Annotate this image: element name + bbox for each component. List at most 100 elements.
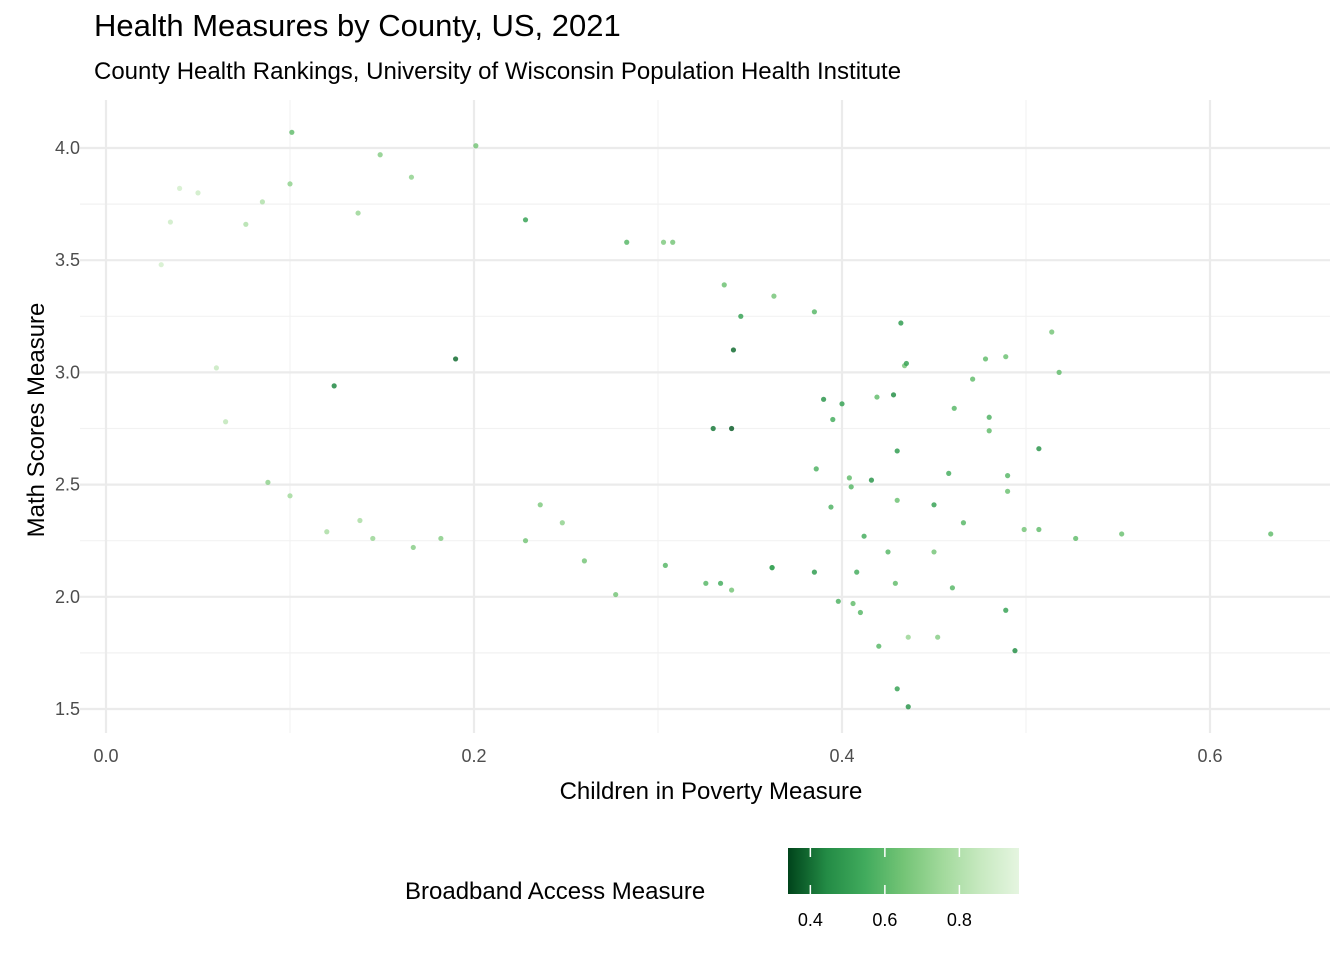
data-point xyxy=(835,598,841,604)
y-axis-title: Math Scores Measure xyxy=(23,303,50,538)
data-point xyxy=(259,199,265,205)
data-point xyxy=(410,544,416,551)
data-point xyxy=(177,185,183,191)
data-point xyxy=(660,239,667,245)
data-point xyxy=(885,549,891,555)
data-point xyxy=(850,600,856,607)
data-point xyxy=(771,293,777,299)
x-axis-ticks: 0.0 0.2 0.4 0.6 xyxy=(93,746,1222,766)
data-point xyxy=(710,425,716,432)
data-point xyxy=(213,365,219,371)
data-point xyxy=(581,558,588,564)
data-point xyxy=(951,405,957,411)
data-point xyxy=(1049,329,1055,335)
data-point xyxy=(905,704,911,710)
data-point xyxy=(624,239,630,245)
legend-tick-label: 0.8 xyxy=(947,910,972,930)
data-point xyxy=(721,282,727,288)
y-tick-label: 2.5 xyxy=(55,475,80,495)
data-point xyxy=(357,517,363,524)
data-point xyxy=(438,535,444,542)
data-points xyxy=(158,129,1274,710)
data-point xyxy=(522,217,529,223)
data-point xyxy=(537,502,543,508)
y-tick-label: 4.0 xyxy=(55,138,80,158)
data-point xyxy=(905,634,911,640)
legend-tick-label: 0.6 xyxy=(872,910,897,930)
y-tick-label: 1.5 xyxy=(55,699,80,719)
data-point xyxy=(970,376,976,382)
data-point xyxy=(874,394,880,400)
data-point xyxy=(868,477,875,483)
y-axis-ticks: 1.5 2.0 2.5 3.0 3.5 4.0 xyxy=(55,138,80,719)
data-point xyxy=(846,475,852,481)
data-point xyxy=(377,152,383,158)
x-tick-label: 0.0 xyxy=(93,746,118,766)
data-point xyxy=(982,356,989,362)
y-tick-label: 2.0 xyxy=(55,587,80,607)
data-point xyxy=(738,313,744,319)
data-point xyxy=(946,470,952,476)
data-point xyxy=(331,383,337,389)
data-point xyxy=(857,609,864,616)
data-point xyxy=(195,190,201,196)
data-point xyxy=(931,549,937,555)
data-point xyxy=(370,535,376,542)
data-point xyxy=(876,643,882,649)
data-point xyxy=(1021,526,1027,533)
data-point xyxy=(769,565,775,571)
data-point xyxy=(903,360,910,367)
data-point xyxy=(1119,531,1125,537)
y-tick-label: 3.0 xyxy=(55,362,80,382)
data-point xyxy=(894,448,900,454)
major-gridlines xyxy=(80,100,1330,733)
data-point xyxy=(839,401,845,407)
legend-ticks: 0.4 0.6 0.8 xyxy=(798,848,972,930)
data-point xyxy=(613,591,619,598)
data-point xyxy=(931,502,937,508)
data-point xyxy=(287,181,293,187)
data-point xyxy=(811,309,818,315)
color-legend: Broadband Access Measure 0.4 0.6 0.8 xyxy=(405,848,1019,930)
data-point xyxy=(811,569,818,575)
data-point xyxy=(986,428,992,434)
data-point xyxy=(287,493,293,499)
data-point xyxy=(1003,354,1009,360)
data-point xyxy=(717,580,724,586)
data-point xyxy=(1073,535,1079,542)
data-point xyxy=(861,533,867,539)
data-point xyxy=(265,479,271,485)
data-point xyxy=(729,425,735,432)
minor-gridlines xyxy=(80,100,1330,733)
legend-tick-label: 0.4 xyxy=(798,910,823,930)
data-point xyxy=(892,580,898,586)
data-point xyxy=(828,504,834,510)
y-tick-label: 3.5 xyxy=(55,250,80,270)
data-point xyxy=(890,392,897,398)
data-point xyxy=(730,347,737,353)
chart-subtitle: County Health Rankings, University of Wi… xyxy=(94,58,902,85)
x-tick-label: 0.2 xyxy=(461,746,486,766)
data-point xyxy=(408,174,415,180)
x-tick-label: 0.4 xyxy=(829,746,854,766)
data-point xyxy=(1268,531,1274,537)
data-point xyxy=(223,419,229,425)
legend-title: Broadband Access Measure xyxy=(405,878,705,905)
data-point xyxy=(1003,607,1009,613)
x-tick-label: 0.6 xyxy=(1197,746,1222,766)
data-point xyxy=(986,414,992,420)
legend-color-bar xyxy=(788,848,1019,894)
data-point xyxy=(324,529,330,535)
data-point xyxy=(949,585,956,591)
data-point xyxy=(1036,526,1042,533)
data-point xyxy=(243,221,249,227)
data-point xyxy=(703,580,709,586)
data-point xyxy=(1005,473,1011,479)
data-point xyxy=(662,562,668,568)
x-axis-title: Children in Poverty Measure xyxy=(560,778,863,805)
data-point xyxy=(729,587,735,593)
data-point xyxy=(289,129,295,135)
chart-title: Health Measures by County, US, 2021 xyxy=(94,8,621,43)
data-point xyxy=(1036,446,1042,452)
